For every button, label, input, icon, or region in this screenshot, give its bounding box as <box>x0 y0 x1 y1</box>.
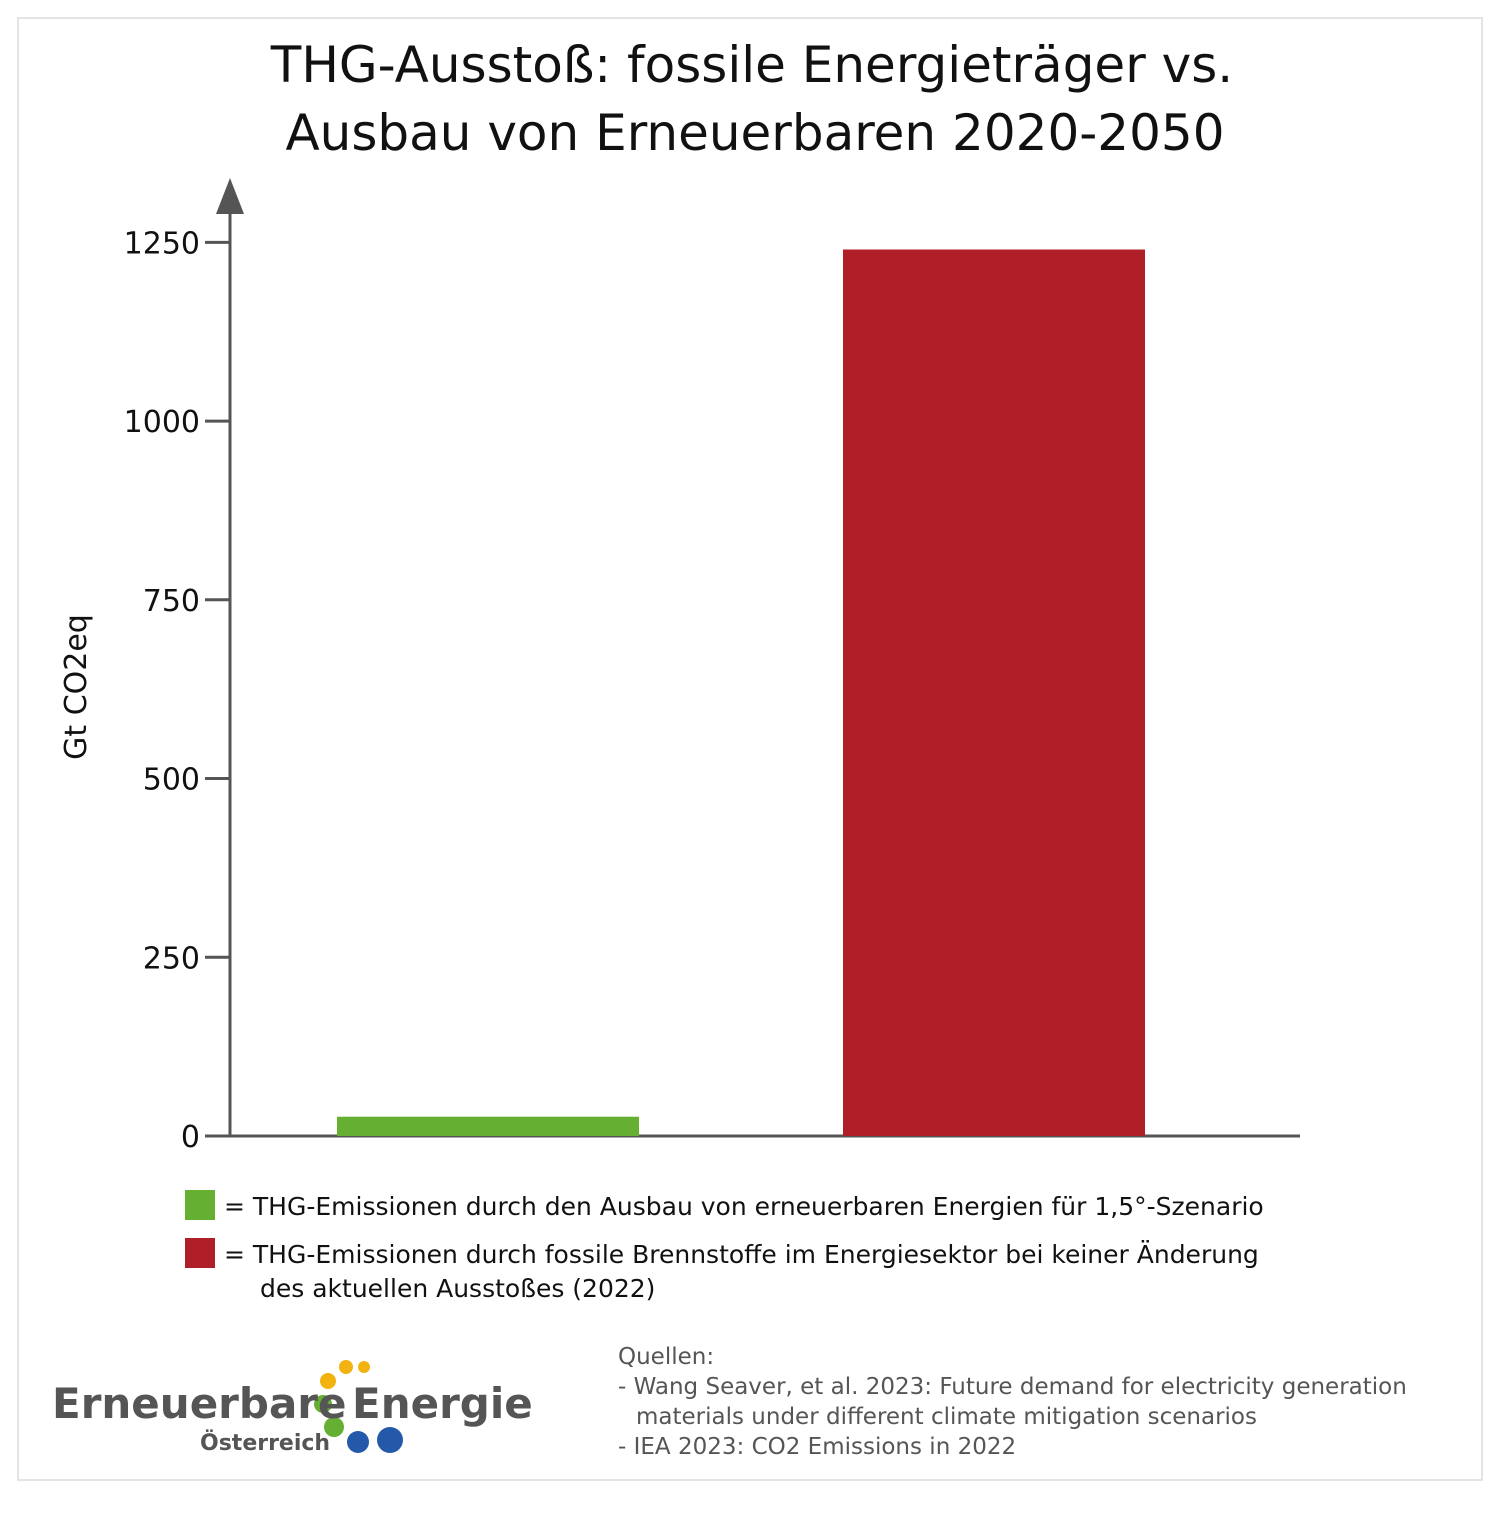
bar <box>843 249 1145 1136</box>
y-tick-label: 1000 <box>124 405 200 440</box>
source-text: materials under different climate mitiga… <box>636 1404 1257 1430</box>
y-tick-label: 500 <box>143 763 200 798</box>
source-text: - IEA 2023: CO2 Emissions in 2022 <box>618 1434 1016 1460</box>
source-text: Quellen: <box>618 1344 714 1370</box>
chart-title: THG-Ausstoß: fossile Energieträger vs. <box>270 36 1233 94</box>
y-tick-label: 1250 <box>124 226 200 261</box>
y-axis-label: Gt CO2eq <box>59 614 94 760</box>
source-text: - Wang Seaver, et al. 2023: Future deman… <box>618 1374 1407 1400</box>
legend-swatch <box>185 1190 215 1220</box>
logo-dot <box>314 1395 332 1413</box>
logo-dot <box>339 1360 353 1374</box>
axis-arrow <box>216 178 244 214</box>
logo-dot <box>377 1427 403 1453</box>
logo: Erneuerbare Energie Österreich <box>52 1360 533 1456</box>
logo-dot <box>358 1361 370 1373</box>
legend-label: des aktuellen Ausstoßes (2022) <box>260 1274 655 1303</box>
y-tick-label: 750 <box>143 584 200 619</box>
logo-text: Erneuerbare <box>52 1379 347 1428</box>
legend-label: = THG-Emissionen durch den Ausbau von er… <box>224 1192 1264 1221</box>
legend-label: = THG-Emissionen durch fossile Brennstof… <box>224 1240 1259 1269</box>
bar <box>337 1116 639 1136</box>
logo-dot <box>347 1431 369 1453</box>
y-tick-label: 0 <box>181 1120 200 1155</box>
chart-title: Ausbau von Erneuerbaren 2020-2050 <box>285 104 1224 162</box>
legend-swatch <box>185 1238 215 1268</box>
y-tick-label: 250 <box>143 941 200 976</box>
logo-dot <box>320 1373 336 1389</box>
logo-subtext: Österreich <box>200 1430 330 1456</box>
logo-text: Energie <box>352 1379 533 1428</box>
logo-dot <box>324 1417 344 1437</box>
frame <box>17 17 1483 1481</box>
